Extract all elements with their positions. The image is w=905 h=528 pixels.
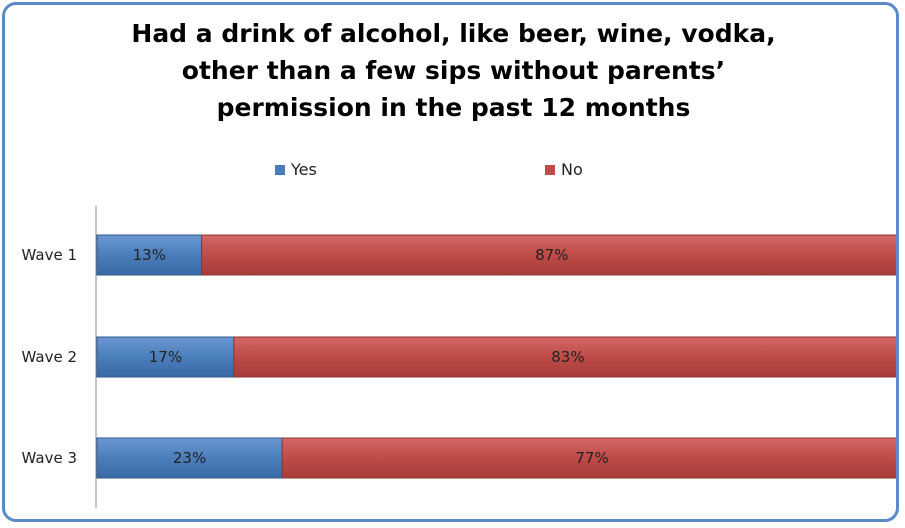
data-label-no-wave-3: 77% bbox=[575, 449, 608, 467]
bar-no-wave-1 bbox=[201, 234, 896, 276]
bar-chart: 13% 87% 17% 83% 23% 77% Wave 1 Wave 2 Wave 3 bbox=[22, 206, 896, 508]
bar-no-wave-2 bbox=[233, 336, 896, 378]
bar-no-wave-3 bbox=[281, 437, 896, 479]
chart-title-line-2: other than a few sips without parents’ bbox=[181, 56, 726, 85]
data-label-yes-wave-1: 13% bbox=[133, 246, 166, 264]
chart-title: Had a drink of alcohol, like beer, wine,… bbox=[5, 15, 896, 126]
category-label-wave-2: Wave 2 bbox=[22, 348, 77, 366]
category-label-wave-3: Wave 3 bbox=[22, 449, 77, 467]
category-labels: Wave 1 Wave 2 Wave 3 bbox=[22, 246, 77, 467]
chart-title-line-1: Had a drink of alcohol, like beer, wine,… bbox=[131, 19, 776, 48]
data-label-no-wave-1: 87% bbox=[535, 246, 568, 264]
chart-title-line-3: permission in the past 12 months bbox=[216, 93, 691, 122]
data-label-no-wave-2: 83% bbox=[551, 348, 584, 366]
legend-swatch-yes bbox=[275, 165, 285, 175]
chart-frame: Had a drink of alcohol, like beer, wine,… bbox=[2, 2, 899, 522]
bar-yes-wave-2 bbox=[96, 336, 235, 378]
legend-item-yes: Yes bbox=[275, 160, 317, 179]
data-label-yes-wave-3: 23% bbox=[173, 449, 206, 467]
legend-item-no: No bbox=[545, 160, 583, 179]
bar-yes-wave-3 bbox=[96, 437, 283, 479]
legend-swatch-no bbox=[545, 165, 555, 175]
bars-group: 13% 87% 17% 83% 23% 77% bbox=[96, 234, 896, 479]
legend-label-no: No bbox=[561, 160, 583, 179]
category-label-wave-1: Wave 1 bbox=[22, 246, 77, 264]
legend-label-yes: Yes bbox=[291, 160, 317, 179]
data-label-yes-wave-2: 17% bbox=[149, 348, 182, 366]
